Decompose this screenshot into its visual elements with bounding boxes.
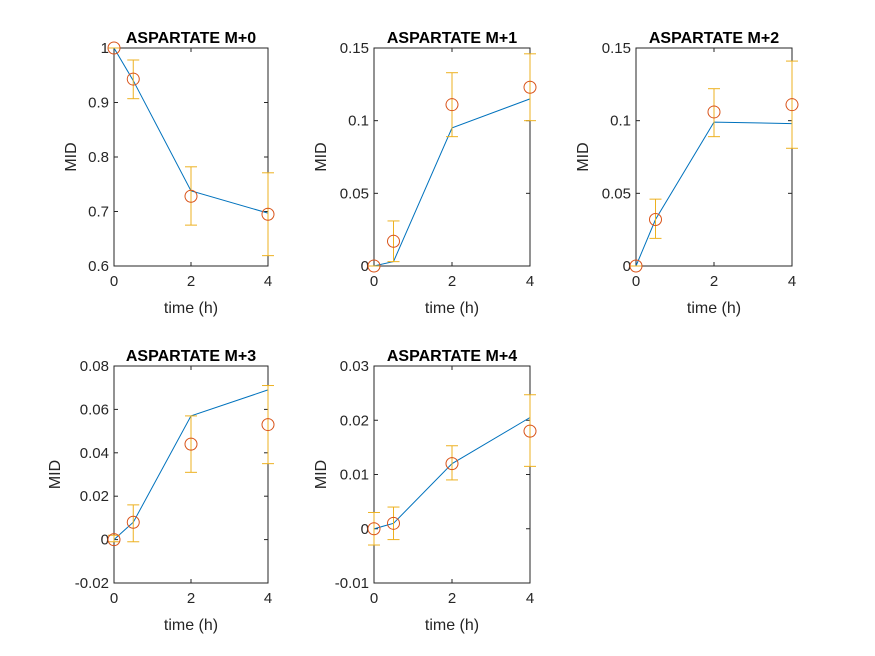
data-point xyxy=(387,234,400,248)
x-tick-label: 0 xyxy=(110,273,118,290)
y-tick-label: -0.01 xyxy=(335,575,369,592)
x-tick-label: 4 xyxy=(264,590,272,607)
model-line xyxy=(373,98,531,267)
x-axis-label: time (h) xyxy=(425,617,479,634)
y-tick-label: 0.1 xyxy=(348,113,369,130)
y-tick-label: 0.9 xyxy=(88,95,109,112)
model-line xyxy=(113,47,269,214)
y-axis-label: MID xyxy=(63,142,80,171)
x-tick-label: 0 xyxy=(370,273,378,290)
x-tick-label: 4 xyxy=(526,273,534,290)
x-axis-label: time (h) xyxy=(164,300,218,317)
y-axis-label: MID xyxy=(313,142,330,171)
model-line xyxy=(635,121,793,267)
y-tick-label: 0.02 xyxy=(80,488,109,505)
y-tick-label: 0.7 xyxy=(88,204,109,221)
x-tick-label: 0 xyxy=(632,273,640,290)
y-tick-label: 0 xyxy=(101,532,109,549)
x-tick-label: 2 xyxy=(187,590,195,607)
subplot-title: ASPARTATE M+0 xyxy=(126,30,256,47)
data-point xyxy=(126,515,140,529)
data-point xyxy=(107,41,121,55)
y-tick-label: 1 xyxy=(101,40,109,57)
x-axis-label: time (h) xyxy=(687,300,741,317)
y-tick-label: 0.15 xyxy=(602,40,631,57)
data-point xyxy=(261,207,275,221)
model-line xyxy=(113,389,269,540)
y-tick-label: -0.02 xyxy=(75,575,109,592)
y-tick-label: 0.04 xyxy=(80,445,109,462)
subplot-1: 0 2 4 0.6 0.7 0.8 0.9 1 ASPARTATE M+0 time (h) MID xyxy=(63,30,275,317)
y-tick-label: 0.6 xyxy=(88,258,109,275)
axes-box xyxy=(113,365,269,584)
model-line xyxy=(373,417,531,530)
data-point xyxy=(523,80,537,94)
axes-box xyxy=(113,47,269,267)
y-axis-label: MID xyxy=(313,460,330,489)
subplot-title: ASPARTATE M+2 xyxy=(649,30,779,47)
data-point xyxy=(785,98,799,112)
data-point xyxy=(184,189,198,203)
data-point xyxy=(184,437,198,451)
x-tick-label: 4 xyxy=(788,273,796,290)
y-tick-label: 0.15 xyxy=(340,40,369,57)
y-tick-label: 0.03 xyxy=(340,358,369,375)
subplot-3: 0 2 4 0 0.05 0.1 0.15 ASPARTATE M+2 time (h) MID xyxy=(575,30,799,317)
data-point xyxy=(629,259,643,273)
x-tick-label: 2 xyxy=(448,273,456,290)
data-point xyxy=(107,533,121,547)
x-axis-label: time (h) xyxy=(164,617,218,634)
subplot-title: ASPARTATE M+4 xyxy=(387,348,517,365)
x-tick-label: 0 xyxy=(370,590,378,607)
y-tick-label: 0.06 xyxy=(80,401,109,418)
y-axis-label: MID xyxy=(575,142,592,171)
x-tick-label: 2 xyxy=(448,590,456,607)
x-tick-label: 2 xyxy=(187,273,195,290)
x-tick-label: 4 xyxy=(264,273,272,290)
data-point xyxy=(445,457,459,471)
subplot-title: ASPARTATE M+3 xyxy=(126,348,256,365)
data-point xyxy=(261,418,275,432)
data-point xyxy=(387,516,400,530)
y-tick-label: 0 xyxy=(623,258,631,275)
y-tick-label: 0.8 xyxy=(88,149,109,166)
y-tick-label: 0.02 xyxy=(340,412,369,429)
x-tick-label: 4 xyxy=(526,590,534,607)
x-tick-label: 0 xyxy=(110,590,118,607)
axes-box xyxy=(635,47,793,267)
y-tick-label: 0.05 xyxy=(340,185,369,202)
y-tick-label: 0.08 xyxy=(80,358,109,375)
y-axis-label: MID xyxy=(47,460,64,489)
data-point xyxy=(367,259,381,273)
x-tick-label: 2 xyxy=(710,273,718,290)
y-tick-label: 0.05 xyxy=(602,185,631,202)
subplot-2: 0 2 4 0 0.05 0.1 0.15 ASPARTATE M+1 time (h) MID xyxy=(313,30,537,317)
data-point xyxy=(707,105,721,119)
y-tick-label: 0 xyxy=(361,258,369,275)
y-tick-label: 0.1 xyxy=(610,113,631,130)
y-tick-label: 0.01 xyxy=(340,467,369,484)
y-tick-label: 0 xyxy=(361,521,369,538)
data-point xyxy=(126,72,140,86)
x-axis-label: time (h) xyxy=(425,300,479,317)
data-point xyxy=(367,522,381,536)
data-point xyxy=(523,424,537,438)
subplot-title: ASPARTATE M+1 xyxy=(387,30,517,47)
data-point xyxy=(445,98,459,112)
data-point xyxy=(649,212,662,226)
